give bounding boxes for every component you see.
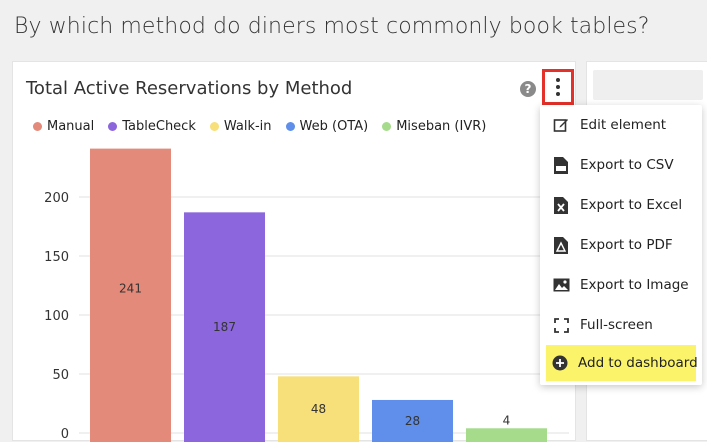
chart-card: Total Active Reservations by Method ? Ma… <box>12 61 576 442</box>
help-circle-icon[interactable]: ? <box>520 81 536 97</box>
menu-item-edit-element[interactable]: Edit element <box>546 107 696 143</box>
data-label: 241 <box>119 282 142 296</box>
menu-item-label: Add to dashboard <box>578 355 698 371</box>
fullscreen-icon <box>552 316 570 334</box>
menu-item-label: Export to Image <box>580 277 689 293</box>
menu-item-label: Edit element <box>580 117 667 133</box>
menu-item-export-excel[interactable]: Export to Excel <box>546 187 696 223</box>
legend-label: TableCheck <box>122 119 196 134</box>
csv-file-icon <box>552 156 570 174</box>
y-tick-label: 100 <box>44 309 69 324</box>
data-label: 48 <box>311 402 326 416</box>
y-tick-label: 200 <box>44 191 69 206</box>
data-label: 28 <box>405 414 420 428</box>
legend-swatch <box>209 122 219 131</box>
kebab-vertical-icon <box>556 78 560 82</box>
legend-label: Miseban (IVR) <box>396 119 487 134</box>
excel-file-icon <box>552 196 570 214</box>
menu-item-export-image[interactable]: Export to Image <box>546 267 696 303</box>
menu-item-label: Export to CSV <box>580 157 674 173</box>
legend-item-walk-in[interactable]: Walk-in <box>209 119 272 134</box>
kebab-menu-button[interactable] <box>542 69 574 105</box>
bar-manual[interactable] <box>90 148 171 442</box>
legend-label: Walk-in <box>223 119 272 134</box>
data-label: 187 <box>213 320 236 334</box>
menu-item-label: Export to PDF <box>580 237 673 253</box>
bar-chart: 200 150 100 50 0 241 187 48 28 4 <box>44 148 569 442</box>
legend-item-manual[interactable]: Manual <box>33 119 94 134</box>
legend-swatch <box>382 122 392 131</box>
y-tick-label: 0 <box>61 427 69 442</box>
legend-swatch <box>285 122 295 131</box>
legend-swatch <box>33 122 42 131</box>
data-label: 4 <box>503 413 511 427</box>
bar-tablecheck[interactable] <box>184 212 265 442</box>
menu-item-add-to-dashboard[interactable]: Add to dashboard <box>546 345 698 381</box>
legend-label: Web (OTA) <box>299 119 369 134</box>
legend-item-tablecheck[interactable]: TableCheck <box>108 119 196 134</box>
menu-item-export-pdf[interactable]: Export to PDF <box>546 227 696 263</box>
menu-item-export-csv[interactable]: Export to CSV <box>546 147 696 183</box>
chart-legend: Manual TableCheck Walk-in Web (OTA) Mise… <box>33 119 486 134</box>
page-title: By which method do diners most commonly … <box>14 14 650 39</box>
menu-item-label: Export to Excel <box>580 197 683 213</box>
bar-miseban-ivr[interactable] <box>466 428 547 442</box>
adjacent-card-header <box>593 70 703 100</box>
pdf-file-icon <box>552 236 570 254</box>
menu-item-full-screen[interactable]: Full-screen <box>546 307 696 343</box>
card-title: Total Active Reservations by Method <box>26 78 353 99</box>
menu-item-label: Full-screen <box>580 317 653 333</box>
legend-label: Manual <box>47 119 95 134</box>
legend-item-web-ota[interactable]: Web (OTA) <box>285 119 369 134</box>
legend-swatch <box>108 122 118 131</box>
image-icon <box>552 276 570 294</box>
add-circle-icon <box>552 354 568 372</box>
context-menu: Edit element Export to CSV Export to Exc… <box>540 105 702 385</box>
y-tick-label: 50 <box>52 368 69 383</box>
y-tick-label: 150 <box>44 250 69 265</box>
legend-item-miseban-ivr[interactable]: Miseban (IVR) <box>382 119 486 134</box>
edit-icon <box>552 116 570 134</box>
